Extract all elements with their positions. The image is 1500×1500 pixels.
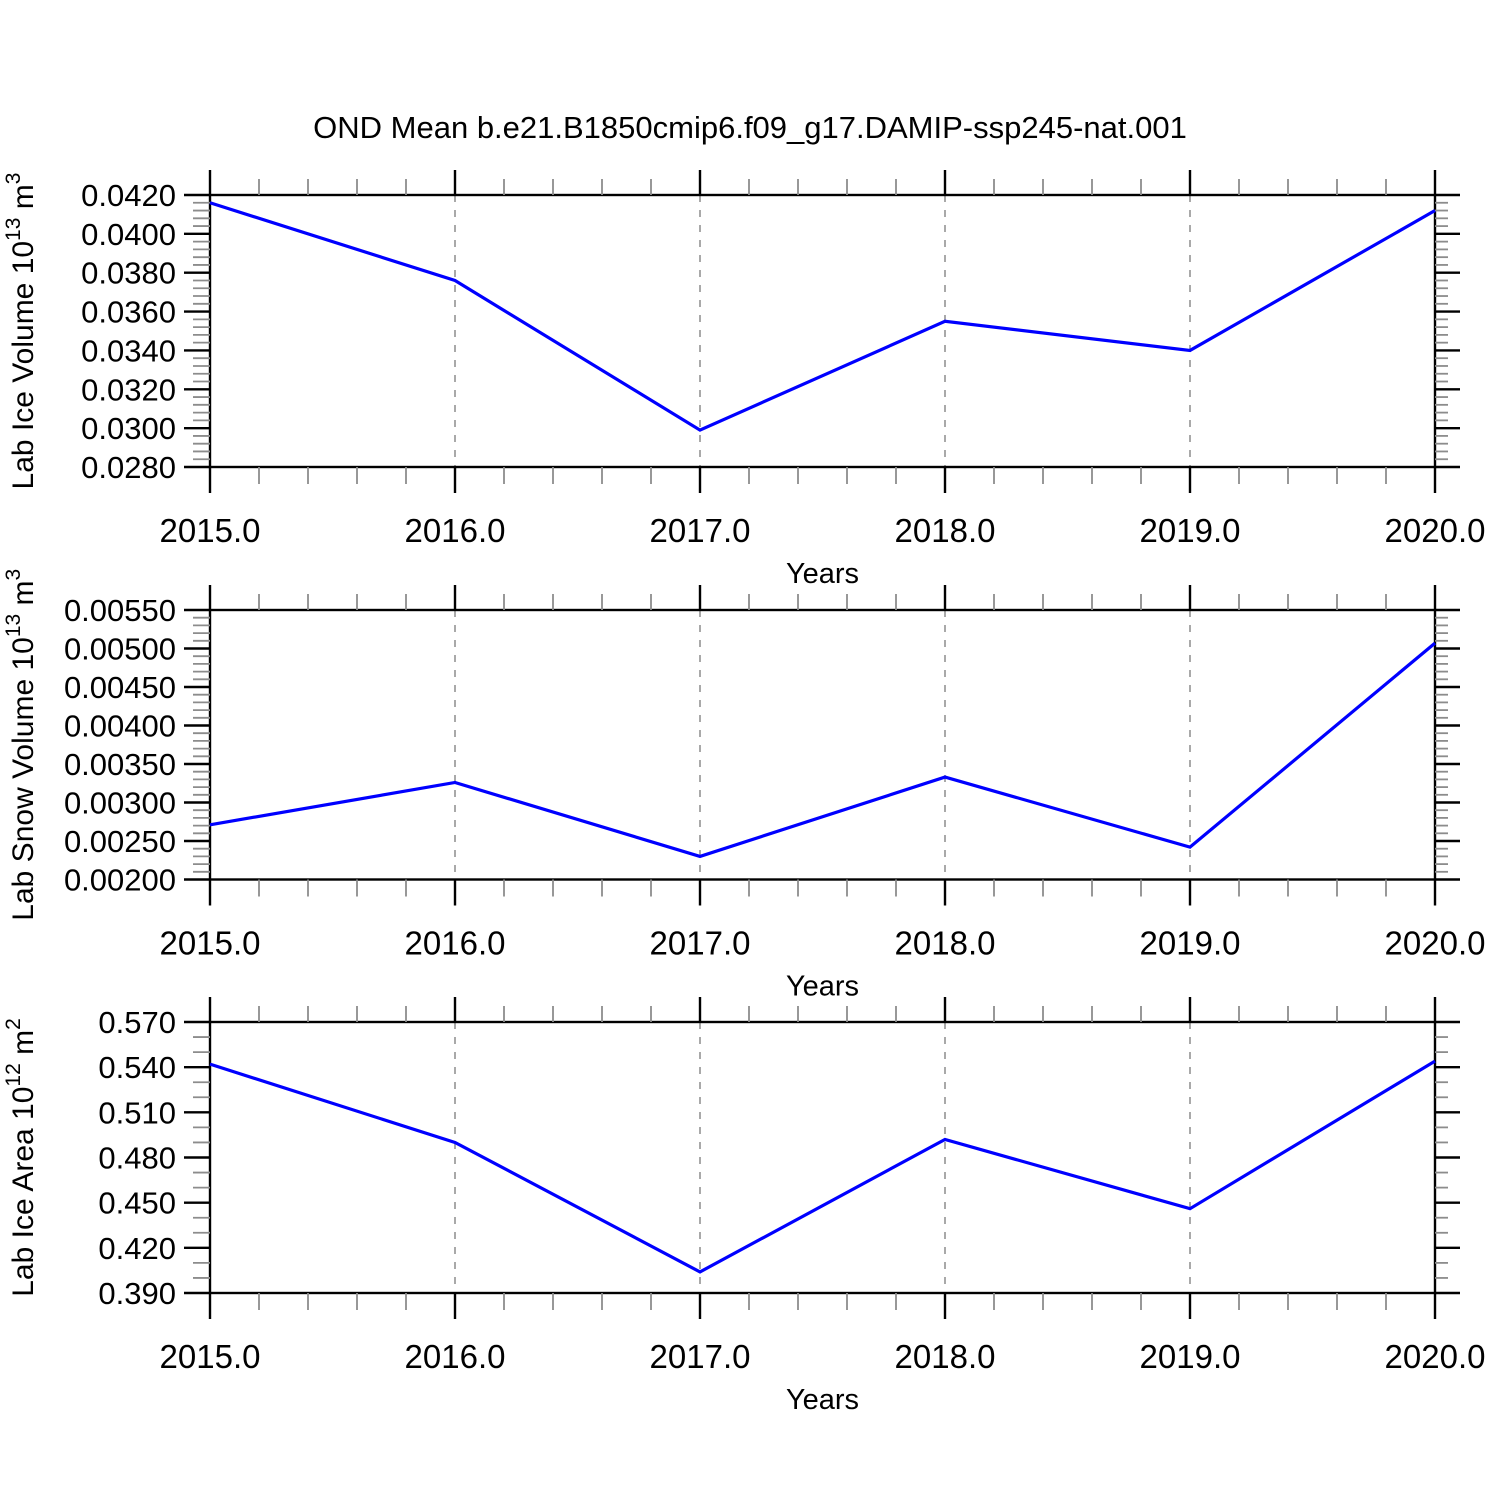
y-tick-label: 0.450 — [98, 1186, 176, 1221]
y-tick-label: 0.0300 — [81, 411, 176, 446]
y-tick-label: 0.390 — [98, 1276, 176, 1311]
x-tick-label: 2017.0 — [650, 512, 751, 549]
data-line — [209, 201, 1436, 432]
x-tick-label: 2019.0 — [1140, 1338, 1241, 1375]
y-tick-label: 0.00400 — [64, 709, 176, 744]
y-tick-label: 0.480 — [98, 1141, 176, 1176]
y-tick-label: 0.540 — [98, 1050, 176, 1085]
x-tick-label: 2015.0 — [160, 512, 261, 549]
y-axis-title: Lab Snow Volume 1013 m3 — [2, 569, 40, 921]
x-tick-label: 2020.0 — [1385, 1338, 1486, 1375]
y-tick-label: 0.00500 — [64, 632, 176, 667]
data-line — [209, 1059, 1436, 1274]
x-tick-label: 2020.0 — [1385, 512, 1486, 549]
y-tick-label: 0.0400 — [81, 217, 176, 252]
x-axis-title: Years — [786, 1384, 859, 1416]
x-tick-label: 2016.0 — [405, 1338, 506, 1375]
x-tick-label: 2015.0 — [160, 1338, 261, 1375]
data-line — [209, 641, 1437, 859]
x-tick-label: 2016.0 — [405, 512, 506, 549]
y-axis-title: Lab Ice Volume 1013 m3 — [2, 173, 40, 490]
x-tick-label: 2020.0 — [1385, 925, 1486, 962]
x-tick-label: 2018.0 — [895, 1338, 996, 1375]
plot-frame — [208, 193, 1437, 469]
x-tick-label: 2018.0 — [895, 512, 996, 549]
x-tick-label: 2017.0 — [650, 1338, 751, 1375]
y-tick-label: 0.0360 — [81, 295, 176, 330]
x-tick-label: 2019.0 — [1140, 925, 1241, 962]
x-tick-label: 2015.0 — [160, 925, 261, 962]
y-tick-label: 0.00350 — [64, 747, 176, 782]
y-tick-label: 0.00300 — [64, 786, 176, 821]
y-tick-label: 0.420 — [98, 1231, 176, 1266]
x-axis-title: Years — [786, 558, 859, 590]
x-tick-label: 2018.0 — [895, 925, 996, 962]
plot-frame — [208, 1020, 1437, 1295]
y-axis-title: Lab Ice Area 1012 m2 — [2, 1018, 40, 1297]
y-tick-label: 0.510 — [98, 1095, 176, 1130]
plot-frame — [208, 608, 1437, 881]
x-tick-label: 2019.0 — [1140, 512, 1241, 549]
y-tick-label: 0.570 — [98, 1005, 176, 1040]
x-tick-label: 2016.0 — [405, 925, 506, 962]
y-tick-label: 0.00250 — [64, 824, 176, 859]
y-tick-label: 0.0280 — [81, 450, 176, 485]
y-tick-label: 0.00200 — [64, 863, 176, 898]
y-tick-label: 0.0340 — [81, 333, 176, 368]
y-tick-label: 0.0420 — [81, 178, 176, 213]
chart-title: OND Mean b.e21.B1850cmip6.f09_g17.DAMIP-… — [313, 110, 1187, 145]
x-tick-label: 2017.0 — [650, 925, 751, 962]
y-tick-label: 0.00550 — [64, 593, 176, 628]
y-tick-label: 0.0380 — [81, 256, 176, 291]
x-axis-title: Years — [786, 971, 859, 1003]
y-tick-label: 0.00450 — [64, 670, 176, 705]
y-tick-label: 0.0320 — [81, 372, 176, 407]
